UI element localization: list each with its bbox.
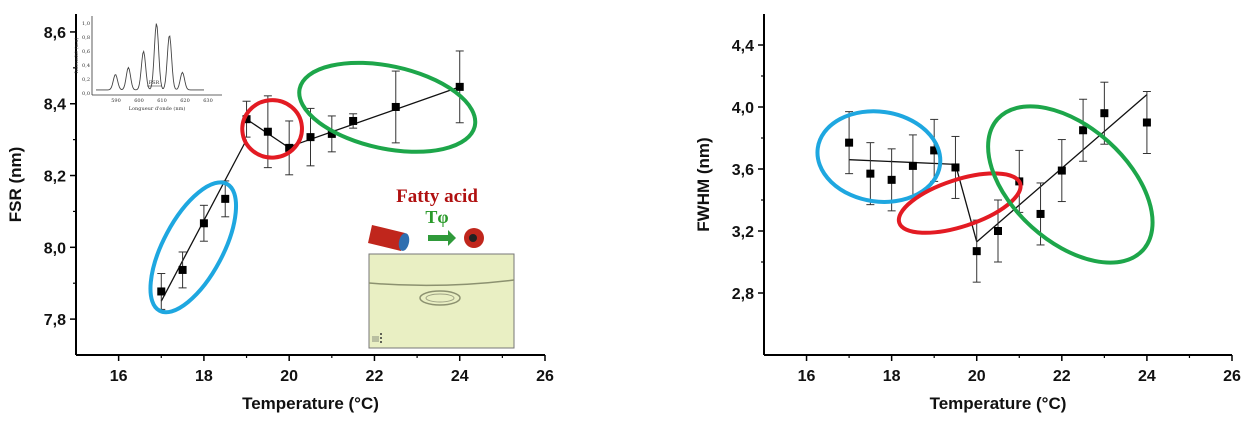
data-point — [455, 82, 464, 91]
data-point — [263, 127, 272, 136]
x-tick-label: 16 — [798, 368, 816, 385]
inset-fsr-label: FSR — [149, 80, 160, 86]
data-point — [908, 161, 917, 170]
y-tick-label: 2,8 — [732, 286, 754, 303]
microscope-image — [368, 253, 515, 349]
highlight-ellipse — [815, 109, 943, 204]
waveguide-line — [368, 279, 515, 287]
x-tick-label: 20 — [968, 368, 986, 385]
x-tick-label: 24 — [451, 368, 469, 385]
highlight-ellipse — [896, 171, 1023, 235]
data-point — [157, 287, 166, 296]
inset-y-tick: 0,0 — [82, 91, 90, 97]
inset-x-tick: 610 — [157, 98, 167, 104]
y-axis-title: FWHM (nm) — [694, 137, 713, 231]
highlight-ellipse — [148, 180, 239, 315]
micrograph-spot — [372, 336, 379, 342]
y-tick-label: 4,4 — [732, 38, 754, 55]
highlight-ellipse — [986, 104, 1155, 265]
y-tick-label: 3,6 — [732, 162, 754, 179]
inset-y-tick: 0,2 — [82, 77, 90, 83]
inset-y-tick: 1,0 — [82, 21, 90, 27]
y-tick-label: 8,4 — [44, 97, 66, 114]
ring-resonator-inner — [425, 293, 455, 303]
x-tick-label: 26 — [536, 368, 554, 385]
cylinder-end-icon — [398, 233, 410, 251]
x-axis-title: Temperature (°C) — [242, 394, 379, 413]
x-tick-label: 20 — [280, 368, 298, 385]
data-point — [391, 102, 400, 111]
data-point — [930, 146, 939, 155]
data-point — [1057, 166, 1066, 175]
data-point — [1079, 126, 1088, 135]
inset-y-tick: 0,8 — [82, 35, 90, 41]
transition-temperature-label: Tφ — [425, 207, 448, 227]
micrograph-frame — [368, 253, 515, 349]
inset-x-tick: 630 — [203, 98, 213, 104]
data-point — [972, 247, 981, 256]
x-tick-label: 26 — [1223, 368, 1241, 385]
y-tick-label: 8,6 — [44, 25, 66, 42]
cylinder-body-icon — [368, 225, 405, 251]
data-point — [866, 169, 875, 178]
inset-spectrum-curve — [96, 23, 204, 91]
sphere-core-icon — [469, 234, 477, 242]
fit-line — [849, 159, 956, 165]
fatty-acid-label: Fatty acid — [396, 186, 478, 207]
fsr-panel: 16 18 20 22 24 26 7,8 8,0 8,2 8,4 8,6 Temperature (… — [6, 14, 554, 413]
inset-y-title: Intensité (u.a) — [73, 38, 80, 74]
fwhm-panel: 16 18 20 22 24 26 2,8 3,2 3,6 4,0 4,4 Temperature (… — [694, 14, 1241, 413]
y-tick-label: 7,8 — [44, 312, 66, 329]
inset-y-tick: 0,6 — [82, 49, 90, 55]
data-point — [1100, 109, 1109, 118]
data-point — [349, 116, 358, 125]
data-point — [845, 138, 854, 147]
x-tick-label: 24 — [1138, 368, 1156, 385]
inset-spectrum: 590 600 610 620 630 0,0 0,2 0,4 0,6 0,8 1,0 Longueu… — [73, 16, 222, 112]
y-axis-title: FSR (nm) — [6, 147, 25, 223]
y-tick-label: 8,2 — [44, 169, 66, 186]
transition-arrow-icon — [428, 230, 456, 246]
x-tick-label: 22 — [366, 368, 384, 385]
highlight-ellipse — [240, 98, 304, 160]
data-point — [887, 175, 896, 184]
highlight-ellipse — [297, 60, 478, 154]
data-point — [199, 219, 208, 228]
inset-x-tick: 620 — [180, 98, 190, 104]
y-tick-label: 4,0 — [732, 100, 754, 117]
data-point — [221, 194, 230, 203]
inset-x-tick: 600 — [134, 98, 144, 104]
inset-x-title: Longueur d'onde (nm) — [129, 105, 186, 112]
data-point — [306, 133, 315, 142]
data-point — [1142, 118, 1151, 127]
data-point — [242, 115, 251, 124]
x-axis-title: Temperature (°C) — [930, 394, 1067, 413]
data-point — [994, 227, 1002, 235]
inset-y-tick: 0,4 — [82, 63, 90, 69]
x-tick-label: 22 — [1053, 368, 1071, 385]
x-tick-label: 18 — [195, 368, 213, 385]
ring-resonator-outer — [419, 290, 461, 306]
data-point — [951, 163, 960, 172]
data-point — [327, 129, 336, 138]
data-point — [178, 265, 187, 274]
x-tick-label: 16 — [110, 368, 128, 385]
y-tick-label: 3,2 — [732, 224, 754, 241]
x-tick-label: 18 — [883, 368, 901, 385]
fit-line — [288, 86, 460, 148]
data-point — [1036, 209, 1045, 218]
data-point — [285, 143, 294, 152]
inset-x-tick: 590 — [111, 98, 121, 104]
y-tick-label: 8,0 — [44, 240, 66, 257]
